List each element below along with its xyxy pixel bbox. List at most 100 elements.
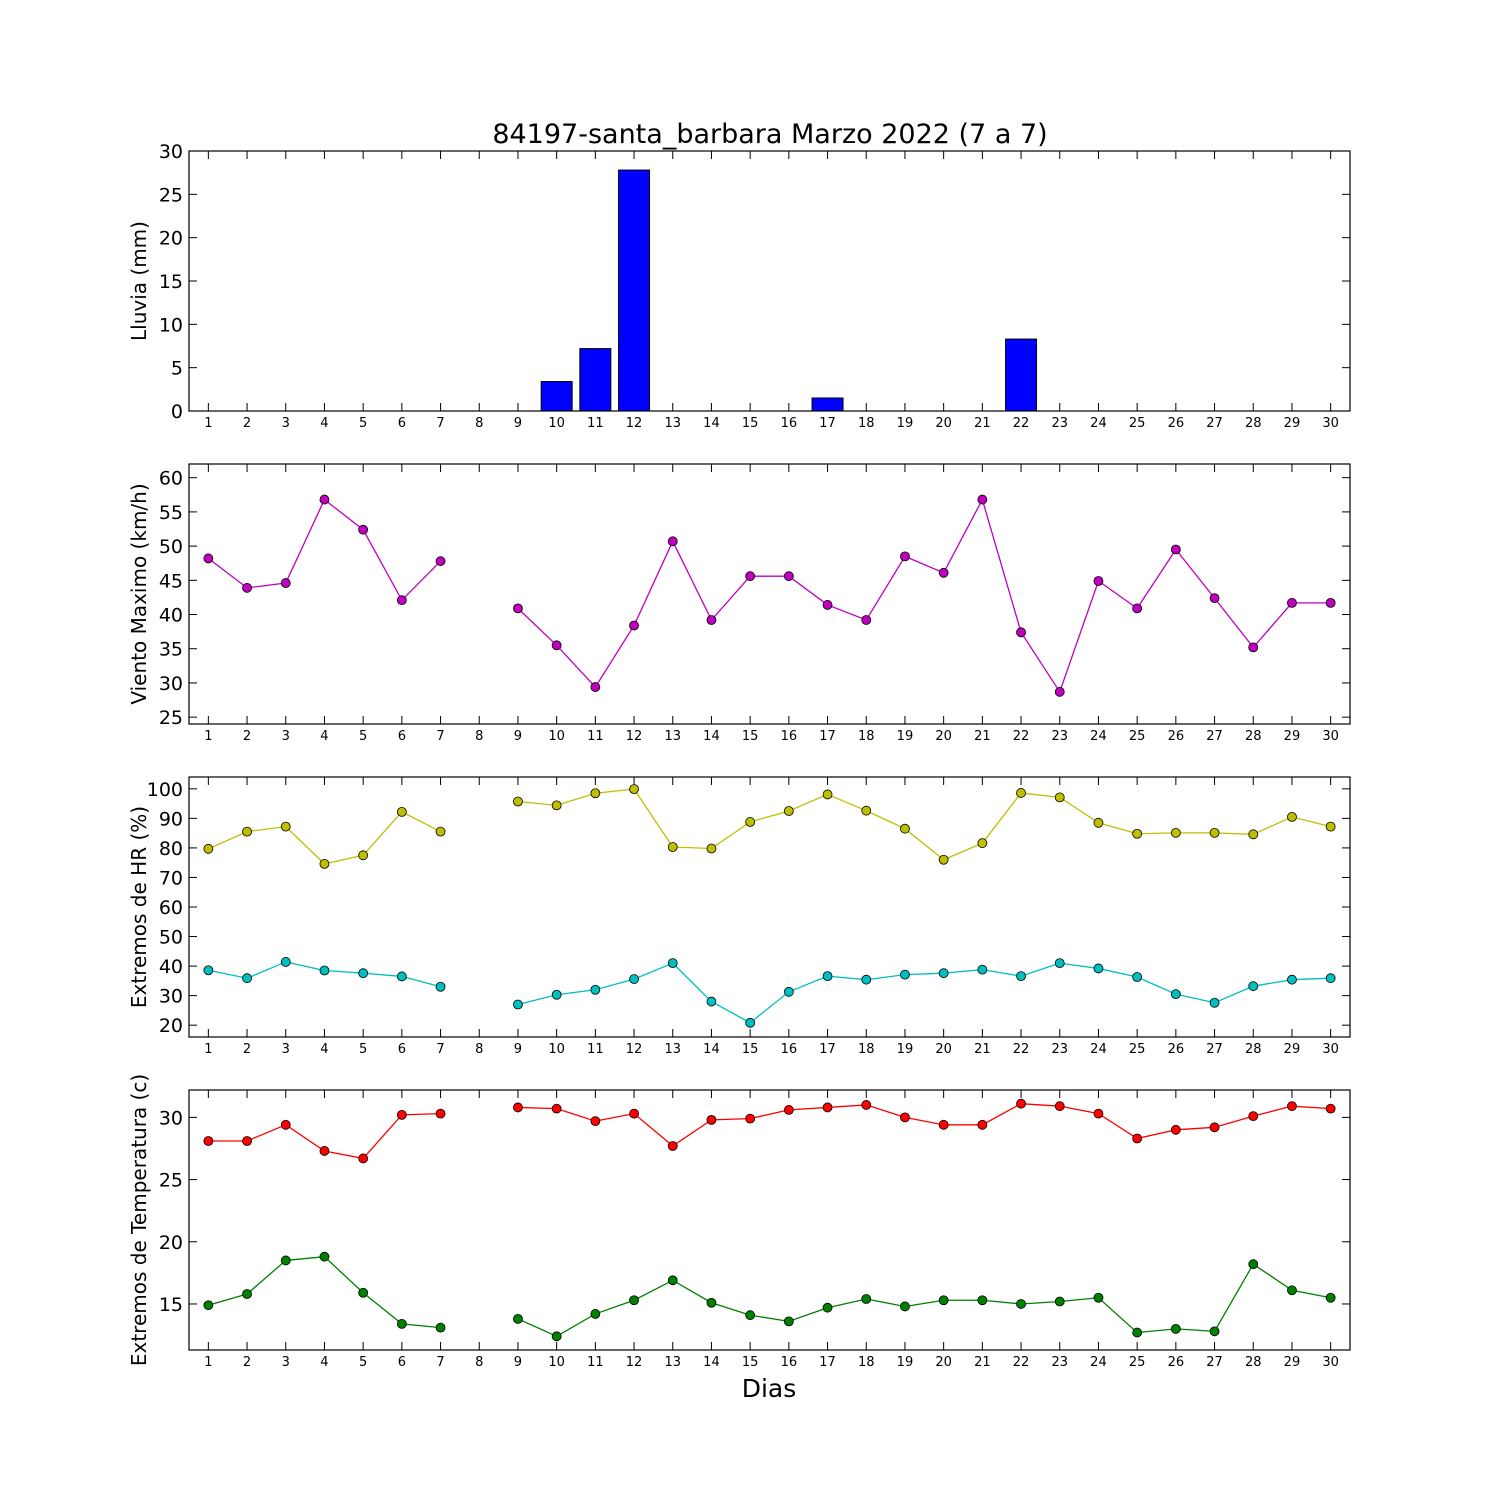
hr-max-point	[1209, 827, 1220, 838]
y-tick-label: 90	[159, 808, 183, 830]
y-axis-label: Extremos de HR (%)	[127, 806, 151, 1008]
wind-point	[551, 640, 562, 651]
x-tick-label: 9	[514, 416, 522, 431]
x-tick-label: 28	[1245, 729, 1262, 744]
y-tick-label: 15	[159, 1294, 183, 1316]
x-tick-label: 17	[819, 729, 836, 744]
hr-min-point	[900, 969, 910, 980]
temp-max-point	[396, 1109, 407, 1120]
x-tick-label: 1	[204, 1042, 212, 1057]
x-tick-label: 5	[359, 1042, 367, 1057]
hr-max-point	[706, 843, 717, 854]
temp-max-point	[319, 1146, 330, 1156]
x-tick-label: 2	[243, 1042, 251, 1057]
temp-min-point	[242, 1289, 252, 1299]
hr-max-point	[1325, 821, 1336, 832]
temp-max-point	[551, 1103, 562, 1114]
x-tick-label: 1	[204, 416, 212, 431]
x-tick-label: 30	[1322, 729, 1339, 744]
x-tick-label: 30	[1322, 1355, 1339, 1370]
y-tick-label: 25	[159, 1170, 183, 1192]
x-tick-label: 5	[359, 416, 367, 431]
wind-point	[977, 494, 988, 505]
x-tick-label: 11	[587, 1042, 604, 1057]
wind-point	[1054, 686, 1065, 697]
hr-min-point	[1209, 997, 1220, 1008]
x-tick-label: 2	[243, 729, 251, 744]
hr-min-point	[667, 958, 678, 969]
temp-max-point	[1132, 1133, 1143, 1144]
x-tick-label: 25	[1129, 729, 1146, 744]
wind-point	[280, 578, 291, 588]
temp-max-point	[590, 1116, 601, 1127]
hr-min-point	[1016, 971, 1026, 982]
x-tick-label: 29	[1284, 1355, 1301, 1370]
wind-point	[1170, 544, 1181, 555]
x-axis-label: Dias	[742, 1374, 797, 1403]
temp-min-point	[938, 1295, 949, 1306]
x-tick-label: 7	[436, 1042, 444, 1057]
x-tick-label: 16	[781, 416, 798, 431]
x-tick-label: 29	[1284, 1042, 1301, 1057]
wind-line	[517, 497, 1331, 694]
plot-frame	[188, 150, 1351, 412]
temp-max-point	[1054, 1101, 1065, 1112]
x-tick-label: 22	[1013, 729, 1030, 744]
wind-point	[938, 567, 949, 578]
x-tick-label: 2	[243, 1355, 251, 1370]
hr-max-point	[629, 784, 639, 795]
hr-min-point	[242, 973, 252, 984]
y-axis-label: Viento Maximo (km/h)	[127, 483, 151, 704]
temp-max-point	[242, 1136, 252, 1146]
temp-max-point	[1287, 1101, 1297, 1112]
hr-max-point	[977, 838, 988, 849]
x-tick-label: 2	[243, 416, 251, 431]
x-tick-label: 6	[398, 416, 406, 431]
temp-max-point	[435, 1108, 446, 1119]
x-tick-label: 23	[1051, 1042, 1068, 1057]
y-tick-label: 10	[159, 314, 183, 336]
x-tick-label: 10	[548, 1042, 565, 1057]
x-tick-label: 12	[626, 1355, 643, 1370]
x-tick-label: 26	[1168, 1042, 1185, 1057]
hr-min-point	[513, 999, 523, 1010]
x-tick-label: 26	[1168, 729, 1185, 744]
x-tick-label: 4	[320, 1355, 328, 1370]
x-tick-label: 25	[1129, 416, 1146, 431]
x-tick-label: 29	[1284, 416, 1301, 431]
x-tick-label: 6	[398, 729, 406, 744]
x-tick-label: 29	[1284, 729, 1301, 744]
x-tick-label: 24	[1090, 1355, 1107, 1370]
temp-min-point	[435, 1322, 446, 1333]
temp-min-point	[745, 1310, 756, 1321]
wind-point	[900, 551, 910, 562]
x-tick-label: 7	[436, 416, 444, 431]
x-tick-label: 14	[703, 729, 720, 744]
wind-point	[1093, 576, 1104, 586]
hr-min-point	[1248, 981, 1259, 992]
hr-max-point	[1248, 829, 1259, 840]
hr-min-point	[280, 957, 291, 967]
x-tick-label: 19	[897, 416, 914, 431]
x-tick-label: 13	[664, 416, 681, 431]
hr-max-point	[590, 788, 601, 799]
hr-min-point	[1093, 963, 1104, 974]
x-tick-label: 18	[858, 729, 875, 744]
x-tick-label: 14	[703, 416, 720, 431]
hr-min-point	[783, 986, 794, 997]
temp-min-point	[396, 1318, 407, 1329]
x-tick-label: 18	[858, 1042, 875, 1057]
y-tick-label: 60	[159, 897, 183, 919]
hr-max-point	[396, 806, 407, 817]
x-tick-label: 3	[282, 729, 290, 744]
x-tick-label: 28	[1245, 1355, 1262, 1370]
x-tick-label: 12	[626, 1042, 643, 1057]
x-tick-label: 18	[858, 1355, 875, 1370]
temp-max-point	[822, 1102, 833, 1113]
x-tick-label: 5	[359, 729, 367, 744]
hr-max-point	[242, 826, 252, 837]
x-tick-label: 13	[664, 1355, 681, 1370]
y-tick-label: 35	[159, 639, 183, 661]
y-tick-label: 80	[159, 838, 183, 860]
hr-max-point	[745, 817, 756, 827]
